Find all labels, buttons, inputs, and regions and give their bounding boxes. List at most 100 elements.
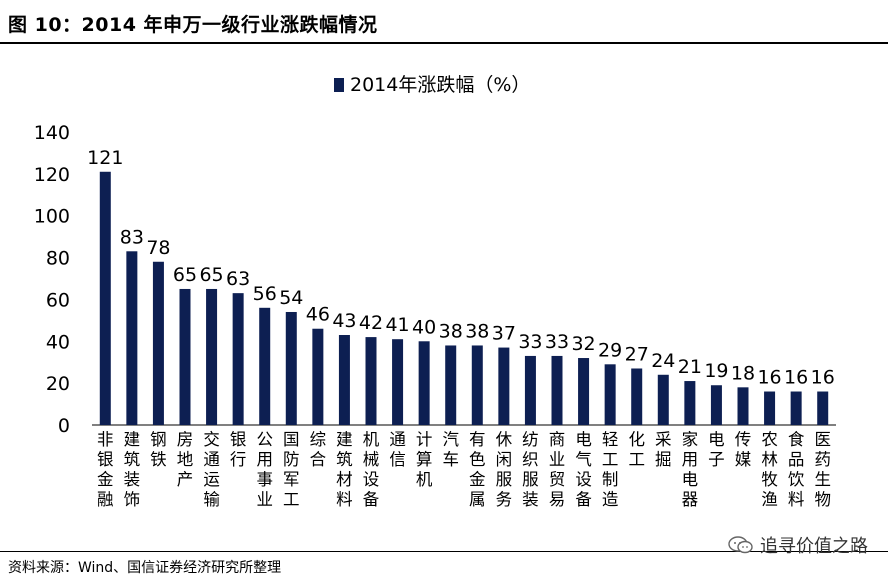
bar bbox=[312, 328, 324, 425]
data-label: 38 bbox=[465, 320, 489, 342]
data-label: 40 bbox=[412, 316, 436, 338]
y-tick-label: 60 bbox=[46, 289, 70, 311]
x-tick-label: 纺织服装 bbox=[522, 430, 539, 509]
data-label: 43 bbox=[332, 310, 356, 332]
bar bbox=[764, 391, 776, 425]
data-label: 56 bbox=[253, 283, 277, 305]
x-tick-label: 传媒 bbox=[735, 430, 752, 469]
data-label: 78 bbox=[146, 237, 170, 259]
bar bbox=[498, 347, 510, 425]
bar bbox=[179, 288, 191, 425]
data-label: 38 bbox=[439, 320, 463, 342]
bar bbox=[365, 337, 377, 425]
x-tick-label: 钢铁 bbox=[150, 430, 167, 469]
bar bbox=[524, 355, 536, 425]
data-label: 16 bbox=[757, 367, 781, 389]
bar bbox=[338, 335, 350, 425]
header-divider bbox=[0, 42, 888, 44]
data-label: 27 bbox=[625, 343, 649, 365]
bar bbox=[126, 251, 138, 425]
x-tick-label: 汽车 bbox=[442, 430, 459, 469]
y-tick-label: 0 bbox=[58, 415, 70, 437]
x-tick-label: 轻工制造 bbox=[602, 430, 619, 509]
bar bbox=[631, 368, 643, 425]
bar bbox=[232, 293, 244, 425]
data-label: 33 bbox=[518, 331, 542, 353]
x-tick-label: 商业贸易 bbox=[549, 430, 566, 509]
bar bbox=[285, 311, 297, 425]
y-tick-label: 120 bbox=[34, 164, 70, 186]
y-tick-label: 100 bbox=[34, 206, 70, 228]
data-label: 21 bbox=[678, 356, 702, 378]
bar bbox=[259, 307, 271, 425]
data-label: 83 bbox=[120, 226, 144, 248]
data-label: 54 bbox=[279, 287, 303, 309]
x-tick-label: 国防军工 bbox=[283, 430, 300, 509]
data-label: 29 bbox=[598, 339, 622, 361]
bar bbox=[737, 387, 749, 425]
y-tick-label: 20 bbox=[46, 373, 70, 395]
legend-label: 2014年涨跌幅（%） bbox=[350, 74, 530, 96]
y-tick-label: 140 bbox=[34, 122, 70, 144]
x-tick-label: 房地产 bbox=[177, 430, 194, 489]
x-tick-label: 电气设备 bbox=[575, 430, 592, 509]
x-tick-label: 综合 bbox=[310, 430, 327, 469]
x-tick-label: 电子 bbox=[708, 430, 725, 469]
x-tick-label: 银行 bbox=[230, 430, 247, 469]
x-tick-label: 家用电器 bbox=[682, 430, 699, 509]
data-label: 33 bbox=[545, 331, 569, 353]
bar bbox=[206, 288, 218, 425]
wechat-icon bbox=[728, 536, 753, 554]
figure-title: 图 10：2014 年申万一级行业涨跌幅情况 bbox=[8, 14, 378, 36]
watermark-text: 追寻价值之路 bbox=[760, 536, 868, 557]
x-tick-label: 非银金融 bbox=[97, 430, 114, 509]
watermark: 追寻价值之路 bbox=[728, 532, 868, 558]
data-label: 65 bbox=[173, 264, 197, 286]
x-tick-label: 食品饮料 bbox=[788, 430, 805, 509]
x-tick-label: 休闲服务 bbox=[496, 430, 513, 509]
y-tick-label: 40 bbox=[46, 331, 70, 353]
bar bbox=[790, 391, 802, 425]
bar bbox=[578, 358, 590, 425]
x-tick-label: 化工 bbox=[628, 430, 645, 469]
data-label: 24 bbox=[651, 350, 675, 372]
bar bbox=[99, 171, 111, 425]
data-label: 16 bbox=[784, 367, 808, 389]
data-label: 41 bbox=[385, 314, 409, 336]
x-tick-label: 公用事业 bbox=[256, 430, 273, 509]
x-tick-label: 农林牧渔 bbox=[761, 430, 778, 509]
bar bbox=[684, 381, 696, 425]
figure-header: 图 10：2014 年申万一级行业涨跌幅情况 bbox=[0, 0, 888, 44]
x-tick-label: 建筑装饰 bbox=[124, 430, 141, 509]
bar bbox=[604, 364, 616, 425]
bar bbox=[551, 355, 563, 425]
x-tick-label: 通信 bbox=[389, 430, 406, 469]
data-label: 46 bbox=[306, 304, 330, 326]
bar bbox=[418, 341, 430, 425]
x-tick-label: 计算机 bbox=[416, 430, 433, 489]
data-label: 65 bbox=[199, 264, 223, 286]
data-label: 42 bbox=[359, 312, 383, 334]
data-label: 18 bbox=[731, 362, 755, 384]
bar-chart: 2014年涨跌幅（%） 0 20 40 60 80 100 120 140 121 非银金融 83 建筑… bbox=[34, 74, 836, 509]
x-tick-label: 医药生物 bbox=[814, 430, 831, 509]
x-tick-label: 建筑材料 bbox=[336, 430, 353, 509]
data-label: 37 bbox=[492, 323, 516, 345]
bar bbox=[471, 345, 483, 425]
data-label: 121 bbox=[87, 147, 123, 169]
x-tick-label: 机械设备 bbox=[363, 430, 380, 509]
legend-swatch bbox=[334, 78, 344, 92]
bar bbox=[710, 385, 722, 425]
data-label: 63 bbox=[226, 268, 250, 290]
data-label: 16 bbox=[811, 367, 835, 389]
bar bbox=[817, 391, 829, 425]
data-label: 32 bbox=[571, 333, 595, 355]
bar bbox=[657, 374, 669, 425]
bar bbox=[152, 261, 164, 425]
x-tick-label: 采掘 bbox=[655, 430, 672, 469]
bar bbox=[392, 339, 404, 425]
x-tick-label: 交通运输 bbox=[203, 430, 220, 509]
y-tick-label: 80 bbox=[46, 248, 70, 270]
source-note: 资料来源：Wind、国信证券经济研究所整理 bbox=[8, 560, 282, 576]
x-tick-label: 有色金属 bbox=[469, 430, 486, 509]
